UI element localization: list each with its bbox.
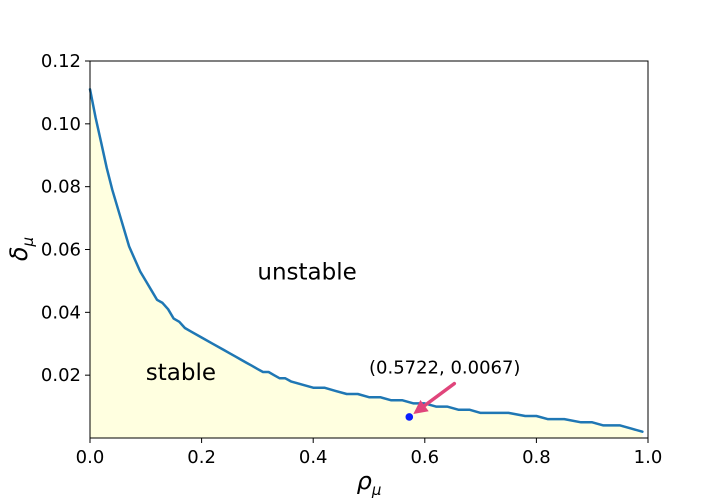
x-axis-label: ρμ xyxy=(357,467,382,499)
stability-boundary-line xyxy=(88,88,644,433)
marked-point xyxy=(405,413,414,421)
annotation-layer: (0.5722, 0.0067) xyxy=(369,358,520,421)
y-tick-label: 0.04 xyxy=(41,302,81,323)
stable-region-fill xyxy=(90,89,643,439)
annotation-arrow-shaft xyxy=(422,381,457,408)
x-ticks: 0.0 0.2 0.4 0.6 0.8 1.0 xyxy=(76,438,663,468)
x-tick-label: 0.2 xyxy=(187,447,216,468)
x-tick-label: 0.4 xyxy=(299,447,328,468)
x-tick-label: 1.0 xyxy=(634,447,663,468)
boundary-layer xyxy=(88,88,644,433)
y-axis-label: δμ xyxy=(5,237,37,261)
y-tick-label: 0.02 xyxy=(41,365,81,386)
x-axis-label-sub: μ xyxy=(371,481,382,499)
x-tick-label: 0.0 xyxy=(76,447,105,468)
y-axis-label-main: δ xyxy=(5,246,33,261)
y-axis-label-sub: μ xyxy=(19,237,37,248)
annotation-label: (0.5722, 0.0067) xyxy=(369,358,520,379)
fill-layer xyxy=(90,89,643,439)
x-tick-label: 0.6 xyxy=(410,447,439,468)
region-labels: unstable stable xyxy=(146,259,357,386)
y-tick-label: 0.10 xyxy=(41,114,81,135)
annotation-arrow-head xyxy=(413,400,429,414)
region-label-unstable: unstable xyxy=(257,259,356,285)
x-axis-label-main: ρ xyxy=(357,467,372,495)
y-ticks: 0.02 0.04 0.06 0.08 0.10 0.12 xyxy=(41,51,90,386)
region-label-stable: stable xyxy=(146,360,216,386)
y-tick-label: 0.12 xyxy=(41,51,81,72)
y-tick-label: 0.06 xyxy=(41,240,81,261)
x-tick-label: 0.8 xyxy=(522,447,551,468)
y-tick-label: 0.08 xyxy=(41,177,81,198)
